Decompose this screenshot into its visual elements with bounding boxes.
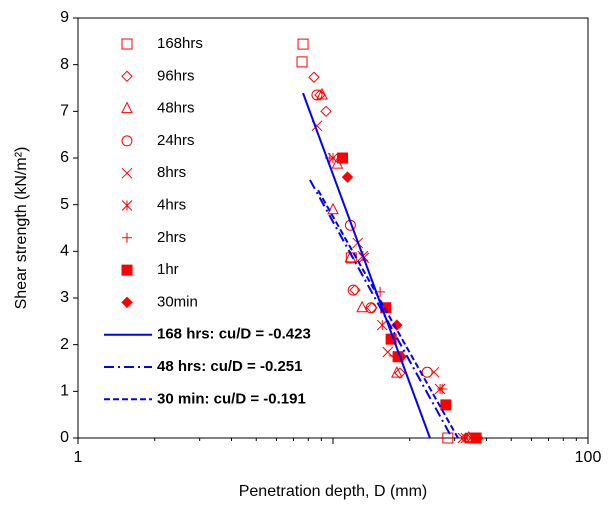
data-point — [376, 319, 388, 331]
legend-label: 1hr — [157, 261, 179, 278]
data-point — [391, 366, 403, 378]
legend-label: 48hrs — [157, 100, 195, 117]
legend-marker — [121, 264, 133, 276]
legend-label: 2hrs — [157, 229, 186, 246]
legend-marker — [121, 70, 133, 83]
y-tick-label: 5 — [60, 196, 69, 213]
legend-marker — [121, 38, 133, 50]
legend-marker — [121, 135, 133, 147]
y-tick-label: 8 — [60, 56, 69, 73]
data-point — [314, 89, 326, 101]
y-tick-label: 9 — [60, 9, 69, 26]
x-tick-label: 100 — [575, 449, 602, 466]
y-axis-title: Shear strength (kN/m²) — [13, 147, 30, 310]
legend-label: 96hrs — [157, 67, 195, 84]
data-point — [440, 399, 452, 411]
legend-label: 168hrs — [157, 35, 203, 52]
data-point — [327, 202, 339, 215]
plot-frame — [77, 17, 589, 439]
y-tick-label: 0 — [60, 429, 69, 446]
y-tick-label: 1 — [60, 383, 69, 400]
legend-label: 48 hrs: cu/D = -0.251 — [157, 358, 303, 375]
x-tick-label: 1 — [74, 449, 83, 466]
y-tick-label: 2 — [60, 336, 69, 353]
data-point — [428, 366, 440, 378]
data-point — [297, 38, 309, 50]
data-point — [316, 87, 328, 100]
legend-label: 30min — [157, 293, 198, 310]
legend-marker — [121, 101, 133, 114]
data-point — [341, 171, 354, 183]
fit-line — [302, 92, 431, 439]
data-point — [311, 89, 323, 101]
legend-label: 24hrs — [157, 132, 195, 149]
y-tick-label: 3 — [60, 289, 69, 306]
legend-marker — [121, 167, 133, 179]
data-point — [366, 302, 378, 314]
data-point — [344, 219, 356, 231]
x-axis-title: Penetration depth, D (mm) — [239, 483, 428, 500]
legend-marker — [121, 200, 133, 211]
data-point — [421, 366, 433, 378]
y-tick-label: 4 — [60, 243, 69, 260]
data-point — [437, 384, 448, 394]
data-point — [296, 56, 308, 68]
data-point — [337, 152, 349, 164]
legend-label: 4hrs — [157, 196, 186, 213]
data-point — [347, 284, 359, 296]
fit-line — [309, 179, 453, 439]
data-point — [320, 105, 332, 118]
data-point — [394, 367, 406, 379]
data-point — [356, 300, 368, 313]
legend-marker — [122, 232, 132, 243]
fit-line — [317, 189, 459, 439]
y-tick-label: 7 — [60, 103, 69, 120]
legend-label: 168 hrs: cu/D = -0.423 — [157, 326, 311, 343]
y-tick-label: 6 — [60, 149, 69, 166]
data-point — [365, 302, 377, 314]
legend-label: 8hrs — [157, 164, 186, 181]
legend-label: 30 min: cu/D = -0.191 — [157, 390, 306, 407]
data-point — [472, 432, 484, 444]
data-point — [460, 432, 472, 444]
data-point — [308, 71, 320, 83]
legend-marker — [121, 296, 133, 309]
